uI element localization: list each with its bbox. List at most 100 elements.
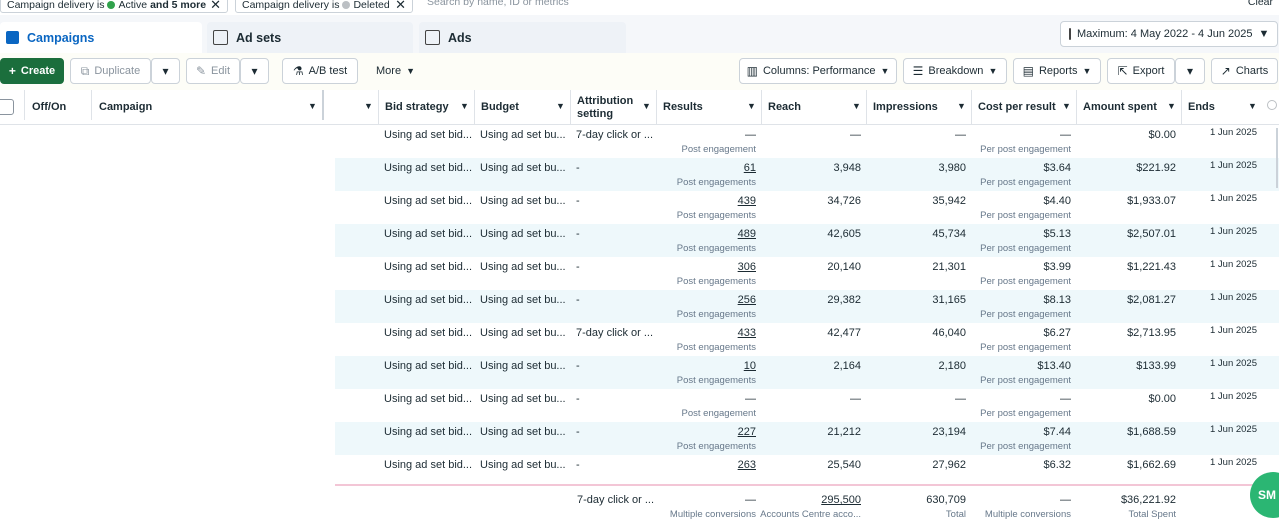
add-column[interactable] xyxy=(1267,100,1277,110)
tab[interactable]: Ad sets xyxy=(207,22,413,53)
create-button[interactable]: + Create xyxy=(0,58,64,84)
button-icon: ▤ xyxy=(1022,64,1034,78)
cell: 21,212 xyxy=(827,426,861,438)
cell: $2,081.27 xyxy=(1127,294,1176,306)
cell: - xyxy=(576,261,580,273)
button-icon: ⧉ xyxy=(80,63,90,78)
duplicate-button[interactable]: ⧉ Duplicate xyxy=(70,58,151,84)
cell: - xyxy=(576,426,580,438)
cell: 1 Jun 2025 xyxy=(1209,226,1257,237)
dropdown-button[interactable]: ▾ xyxy=(240,58,269,84)
cell: 46,040 xyxy=(932,327,966,339)
caret: ▼ xyxy=(1082,66,1092,76)
cell: Using ad set bid... xyxy=(384,393,473,405)
cell: - xyxy=(576,162,580,174)
cell: 263 xyxy=(737,459,756,471)
tab[interactable]: Ads xyxy=(419,22,626,53)
cell: $7.44 xyxy=(1043,426,1071,438)
table-row xyxy=(335,290,1279,323)
header-cell: Amount spent xyxy=(1083,101,1157,113)
caret: ▼ xyxy=(642,101,651,111)
cell: 1 Jun 2025 xyxy=(1209,127,1257,138)
cell: 433 xyxy=(737,327,756,339)
filter-value: Active xyxy=(118,0,148,11)
cell: $1,221.43 xyxy=(1127,261,1176,273)
table-row xyxy=(335,158,1279,191)
cell: $1,662.69 xyxy=(1127,459,1176,471)
cell: Using ad set bu... xyxy=(480,129,566,141)
cell: Using ad set bid... xyxy=(384,129,473,141)
caret: ▼ xyxy=(988,66,998,76)
button-icon: ⚗ xyxy=(292,64,304,78)
cell: 3,980 xyxy=(938,162,966,174)
cell: Using ad set bu... xyxy=(480,261,566,273)
cell: Using ad set bu... xyxy=(480,327,566,339)
cell: Using ad set bu... xyxy=(480,195,566,207)
col-divider xyxy=(656,90,657,124)
cell: - xyxy=(576,228,580,240)
checkbox[interactable] xyxy=(0,99,14,115)
button-icon: ▾ xyxy=(162,64,169,78)
cell: — xyxy=(745,129,756,141)
button-label: Reports xyxy=(1038,65,1078,77)
header-cell: Impressions xyxy=(873,101,938,113)
filter-label: Campaign delivery is xyxy=(7,0,105,11)
cell: Using ad set bu... xyxy=(480,360,566,372)
filter-chip[interactable]: Campaign delivery is Deleted ✕ xyxy=(235,0,413,13)
close-icon: ✕ xyxy=(210,0,221,12)
total-sub: Total xyxy=(945,509,966,520)
cell: $133.99 xyxy=(1136,360,1176,372)
total-cell: $36,221.92 xyxy=(1120,494,1176,506)
date-range[interactable]: Maximum: 4 May 2022 - 4 Jun 2025 ▼ xyxy=(1060,21,1278,47)
more-button[interactable]: More ▼ xyxy=(366,58,425,84)
button-icon: + xyxy=(8,64,16,78)
cell: 42,477 xyxy=(827,327,861,339)
cell: Using ad set bu... xyxy=(480,294,566,306)
charts-button[interactable]: ↗ Charts xyxy=(1211,58,1278,84)
cell: 1 Jun 2025 xyxy=(1209,457,1257,468)
clear-link[interactable]: Clear xyxy=(1247,0,1273,8)
cell: Per post engagement xyxy=(980,342,1071,353)
ab-test-button[interactable]: ⚗ A/B test xyxy=(282,58,358,84)
total-sub: Multiple conversions xyxy=(984,509,1071,520)
cell: 25,540 xyxy=(827,459,861,471)
filter-label: Campaign delivery is xyxy=(242,0,340,11)
cell: Per post engagement xyxy=(980,408,1071,419)
dropdown-button[interactable]: ▾ xyxy=(1175,58,1205,84)
cell: Using ad set bid... xyxy=(384,294,473,306)
caret: ▼ xyxy=(957,101,966,111)
cell: 61 xyxy=(743,162,756,174)
dropdown-button[interactable]: ▾ xyxy=(151,58,180,84)
export-button[interactable]: ⇱ Export xyxy=(1107,58,1175,84)
cell: Post engagements xyxy=(676,210,756,221)
header-cell: Attribution setting xyxy=(577,95,634,120)
caret: ▼ xyxy=(1167,101,1176,111)
filter-chip[interactable]: Campaign delivery is Active and 5 more ✕ xyxy=(0,0,228,13)
col-divider xyxy=(971,90,972,124)
cell: — xyxy=(955,393,966,405)
reports-button[interactable]: ▤ Reports ▼ xyxy=(1013,58,1101,84)
cell: 1 Jun 2025 xyxy=(1209,193,1257,204)
header-cell: Budget xyxy=(481,101,519,113)
cell: Post engagements xyxy=(676,243,756,254)
tab[interactable]: Campaigns xyxy=(0,22,202,53)
tab-label: Ads xyxy=(448,30,472,45)
cell: — xyxy=(850,393,861,405)
cell: 42,605 xyxy=(827,228,861,240)
col-divider xyxy=(866,90,867,124)
cell: 7-day click or ... xyxy=(577,494,655,506)
cell: 23,194 xyxy=(932,426,966,438)
cell: Using ad set bu... xyxy=(480,228,566,240)
totals-divider xyxy=(335,484,1279,486)
button-label: Duplicate xyxy=(94,65,141,77)
button-icon: ↗ xyxy=(1220,64,1231,78)
cell: Using ad set bu... xyxy=(480,459,566,471)
col-divider xyxy=(570,90,571,124)
edit-button[interactable]: ✎ Edit xyxy=(186,58,240,84)
col-divider xyxy=(761,90,762,124)
tab-icon xyxy=(213,30,228,45)
columns-button[interactable]: ▥ Columns: Performance ▼ xyxy=(739,58,897,84)
cell: 306 xyxy=(737,261,756,273)
breakdown-button[interactable]: ☰ Breakdown ▼ xyxy=(903,58,1007,84)
